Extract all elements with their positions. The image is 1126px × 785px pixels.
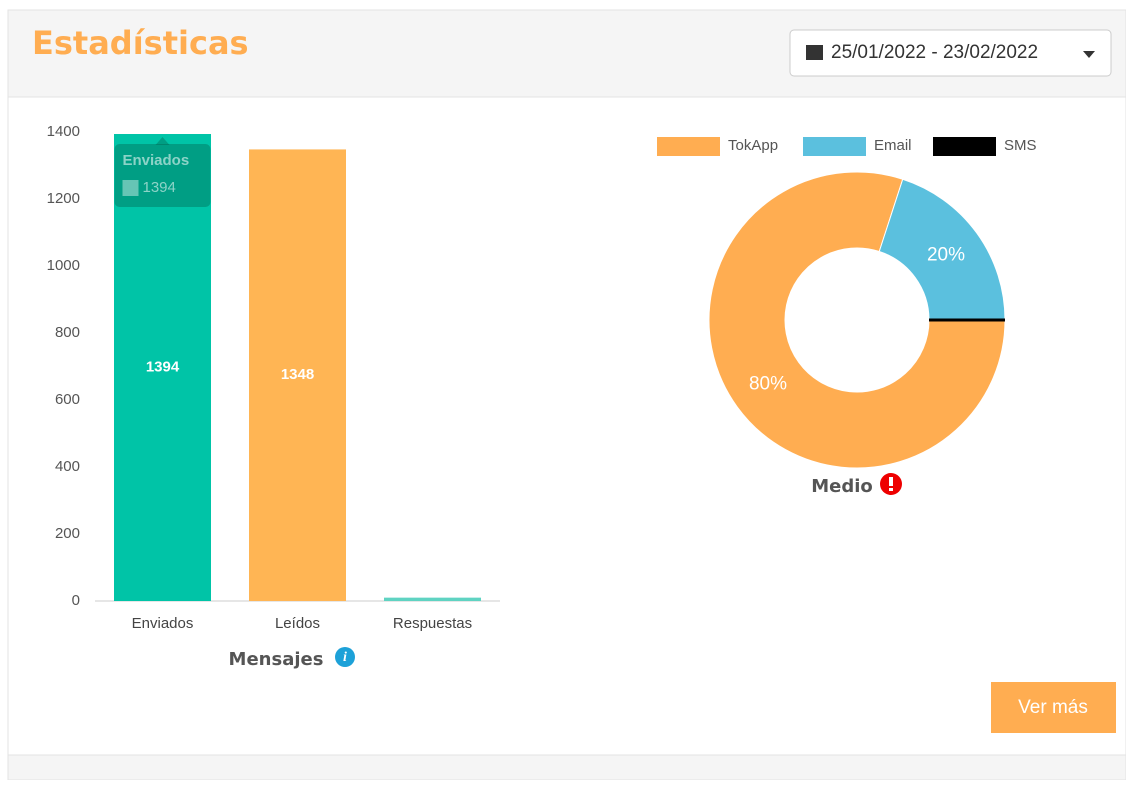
- caret: [1083, 51, 1095, 58]
- x-tick-label: Enviados: [132, 615, 194, 632]
- legend-label: TokApp: [728, 137, 778, 154]
- info-icon: [335, 647, 355, 667]
- y-tick-label: 1400: [47, 123, 80, 140]
- x-tick-label: Leídos: [275, 615, 320, 632]
- legend-swatch: [803, 137, 866, 156]
- donut-title: Medio: [811, 476, 873, 497]
- alert-bar: [889, 477, 893, 486]
- legend-swatch: [933, 137, 996, 156]
- tooltip-box: [114, 144, 211, 207]
- donut-segment: [708, 171, 1006, 469]
- panel-title: Estadísticas: [32, 24, 249, 62]
- alert-dot: [889, 488, 893, 491]
- button-label: Ver más: [1018, 697, 1088, 718]
- donut-value-label: 20%: [927, 244, 965, 265]
- legend-label: SMS: [1004, 137, 1037, 154]
- button-bg[interactable]: [991, 682, 1116, 733]
- date-range: 25/01/2022 - 23/02/2022: [831, 42, 1038, 63]
- tooltip-title: Enviados: [123, 152, 190, 169]
- bar: [384, 597, 481, 601]
- legend-swatch: [657, 137, 720, 156]
- tooltip-value: 1394: [143, 179, 176, 196]
- y-tick-label: 200: [55, 525, 80, 542]
- y-tick-label: 800: [55, 324, 80, 341]
- x-tick-label: Respuestas: [393, 615, 472, 632]
- y-tick-label: 0: [72, 592, 80, 609]
- y-tick-label: 1000: [47, 257, 80, 274]
- info-glyph: i: [343, 650, 347, 665]
- calendar-icon: [806, 45, 823, 60]
- bar-value-label: 1394: [146, 358, 180, 375]
- donut-segment: [878, 178, 1006, 321]
- bar-value-label: 1348: [281, 366, 314, 383]
- legend-label: Email: [874, 137, 912, 154]
- tooltip-arrow: [155, 137, 170, 145]
- y-tick-label: 400: [55, 458, 80, 475]
- date-button[interactable]: [789, 29, 1112, 77]
- tooltip: Enviados 1394: [114, 137, 211, 207]
- tooltip-swatch: [122, 180, 139, 196]
- bar: [249, 149, 346, 602]
- date-picker[interactable]: 25/01/2022 - 23/02/2022: [789, 29, 1112, 77]
- x-axis-label: Mensajes: [229, 649, 324, 670]
- bar: [114, 134, 211, 601]
- y-tick-label: 600: [55, 391, 80, 408]
- donut-value-label: 80%: [749, 374, 787, 395]
- panel-footer: [7, 754, 1126, 781]
- more-button[interactable]: Ver más: [991, 682, 1116, 733]
- y-tick-label: 1200: [47, 190, 80, 207]
